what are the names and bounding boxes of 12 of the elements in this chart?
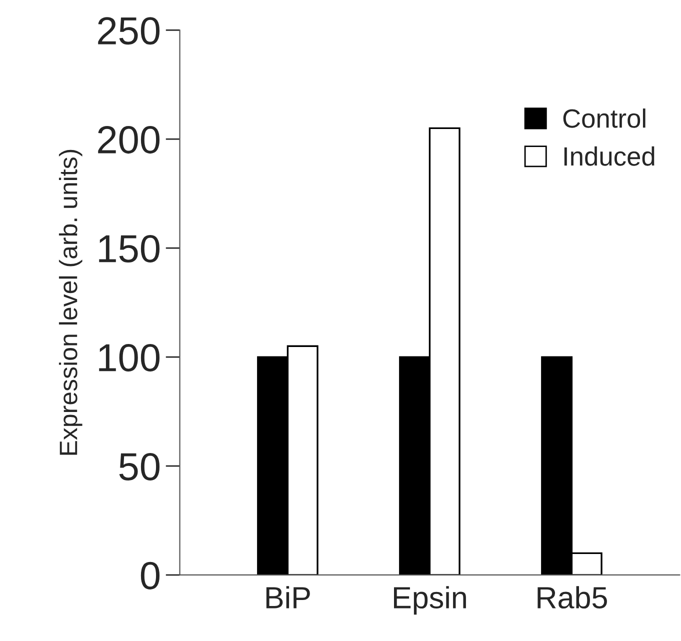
y-tick-label: 0 [140, 562, 160, 590]
y-tick-label: 50 [119, 452, 160, 480]
x-tick-label: Epsin [394, 586, 466, 615]
x-tick-label: Rab5 [538, 586, 607, 609]
y-tick-label: 100 [99, 344, 160, 372]
legend-label: Induced [564, 146, 654, 166]
y-tick-label: 250 [98, 17, 160, 45]
legend-label: Control [563, 108, 646, 128]
y-tick-label: 200 [98, 126, 160, 154]
y-tick-label: 150 [99, 235, 160, 263]
x-tick-label: BiP [266, 586, 310, 608]
y-axis-title: Expression level (arb. units) [58, 150, 82, 455]
